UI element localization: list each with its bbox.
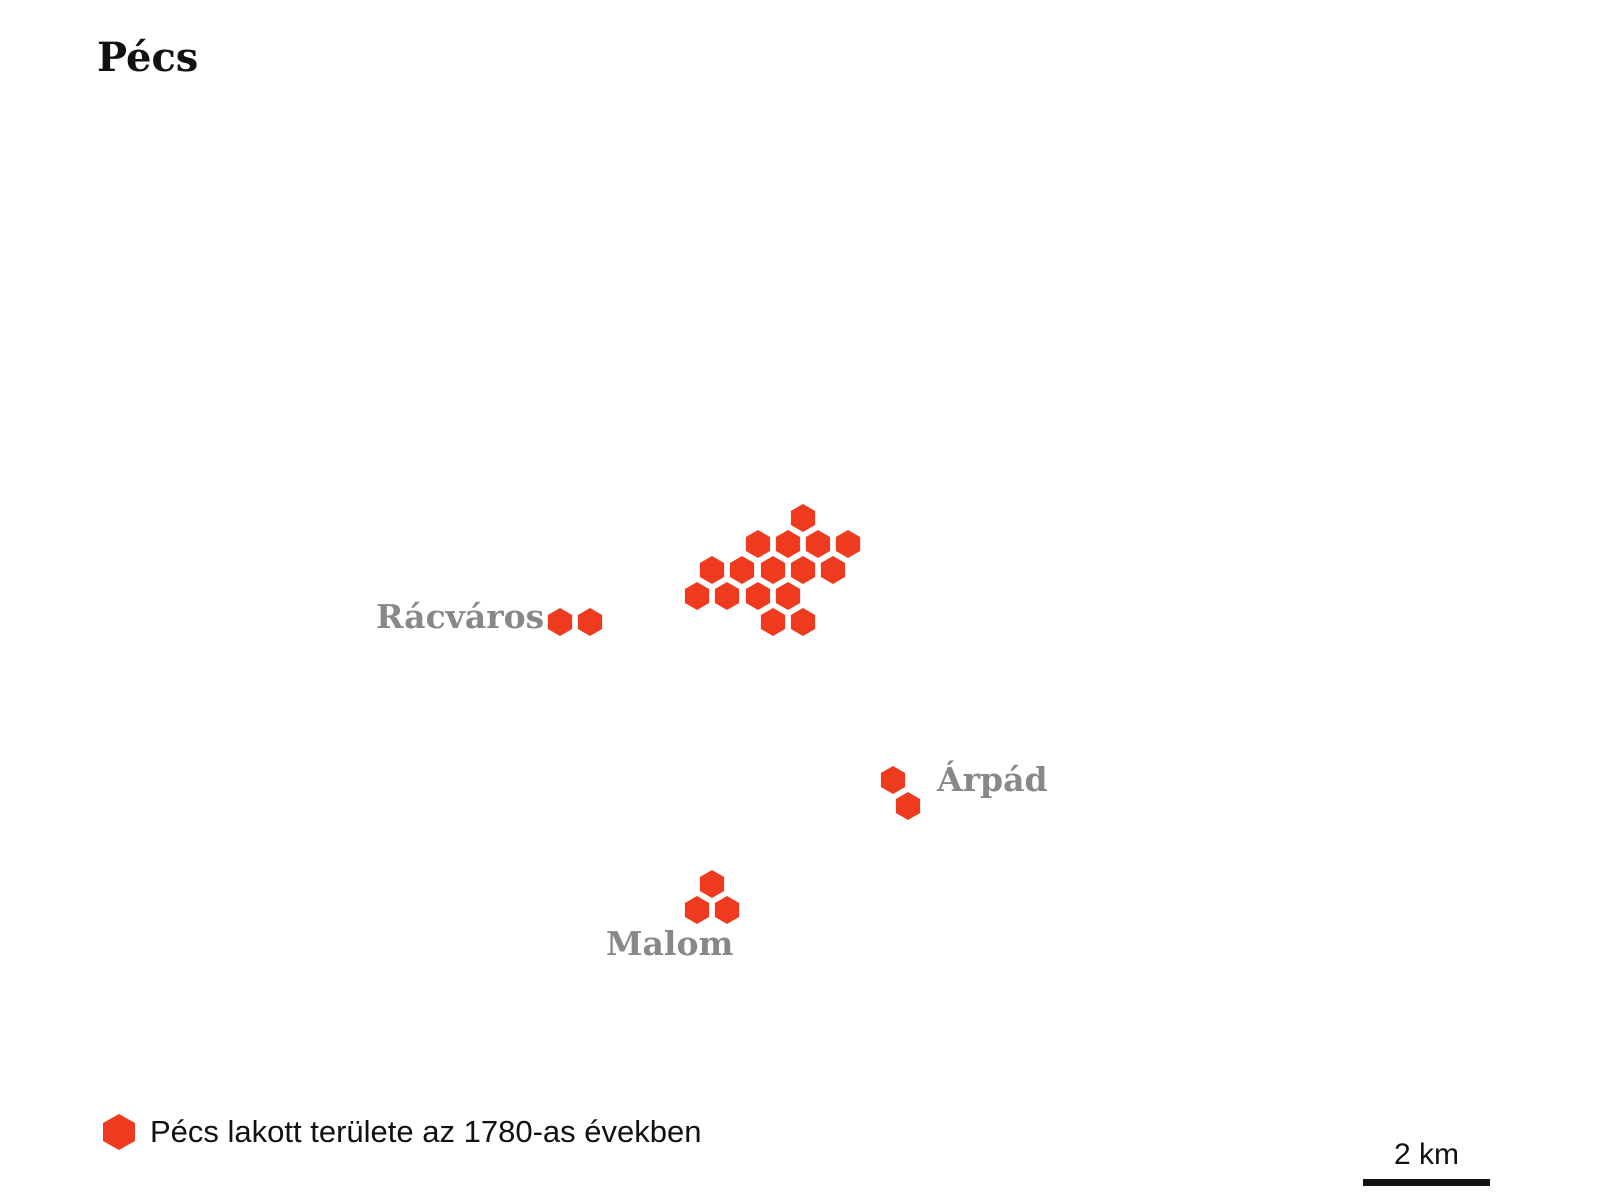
settlement-hexagon [547, 608, 573, 636]
place-label-arpad: Árpád [936, 759, 1048, 799]
legend: Pécs lakott területe az 1780-as években [102, 1110, 701, 1154]
settlement-hexagon [714, 582, 740, 610]
page-title: Pécs [97, 34, 199, 81]
settlement-hexagon [745, 582, 771, 610]
legend-label: Pécs lakott területe az 1780-as években [150, 1114, 702, 1149]
settlement-hexagons [547, 504, 921, 924]
settlement-hexagon [760, 556, 786, 584]
settlement-hexagon [760, 608, 786, 636]
settlement-hexagon [684, 582, 710, 610]
settlement-hexagon [895, 792, 921, 820]
settlement-hexagon [729, 556, 755, 584]
scale-bar: 2 km [1363, 1140, 1490, 1188]
settlement-hexagon [714, 896, 740, 924]
settlement-hexagon [775, 530, 801, 558]
settlement-hexagon [775, 582, 801, 610]
settlement-hexagon [790, 556, 816, 584]
settlement-hexagon [790, 504, 816, 532]
settlement-hexagon [577, 608, 603, 636]
settlement-hexagon [880, 766, 906, 794]
scale-bar-label: 2 km [1393, 1138, 1459, 1171]
settlement-hexagon [805, 530, 831, 558]
settlement-hexagon [835, 530, 861, 558]
scale-bar-line [1363, 1179, 1490, 1186]
place-label-malom: Malom [606, 924, 733, 963]
settlement-hexagon [745, 530, 771, 558]
place-label-racvaros: Rácváros [376, 597, 544, 636]
settlement-hexagon [820, 556, 846, 584]
settlement-hexagon [684, 896, 710, 924]
settlement-hexagon [699, 556, 725, 584]
settlement-hexagon [790, 608, 816, 636]
settlement-hexagon [699, 870, 725, 898]
hexagon-icon [103, 1114, 135, 1150]
